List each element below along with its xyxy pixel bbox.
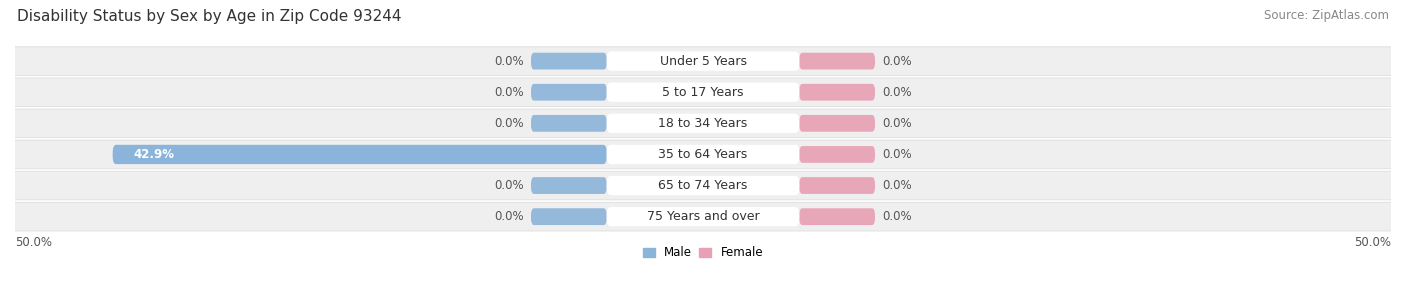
FancyBboxPatch shape xyxy=(606,83,800,102)
FancyBboxPatch shape xyxy=(112,145,606,164)
Text: 50.0%: 50.0% xyxy=(1354,236,1391,249)
Text: 0.0%: 0.0% xyxy=(882,86,911,99)
Text: 0.0%: 0.0% xyxy=(882,148,911,161)
FancyBboxPatch shape xyxy=(531,84,606,101)
Text: 0.0%: 0.0% xyxy=(495,210,524,223)
Text: 65 to 74 Years: 65 to 74 Years xyxy=(658,179,748,192)
Text: 18 to 34 Years: 18 to 34 Years xyxy=(658,117,748,130)
FancyBboxPatch shape xyxy=(800,208,875,225)
Text: 35 to 64 Years: 35 to 64 Years xyxy=(658,148,748,161)
FancyBboxPatch shape xyxy=(800,84,875,101)
Text: Under 5 Years: Under 5 Years xyxy=(659,55,747,68)
Text: Disability Status by Sex by Age in Zip Code 93244: Disability Status by Sex by Age in Zip C… xyxy=(17,9,401,24)
FancyBboxPatch shape xyxy=(606,114,800,133)
Text: 0.0%: 0.0% xyxy=(882,117,911,130)
Text: 0.0%: 0.0% xyxy=(882,179,911,192)
FancyBboxPatch shape xyxy=(606,207,800,226)
FancyBboxPatch shape xyxy=(8,78,1398,106)
Legend: Male, Female: Male, Female xyxy=(638,242,768,264)
FancyBboxPatch shape xyxy=(8,171,1398,200)
FancyBboxPatch shape xyxy=(531,53,606,70)
FancyBboxPatch shape xyxy=(800,115,875,132)
FancyBboxPatch shape xyxy=(8,47,1398,75)
Text: 5 to 17 Years: 5 to 17 Years xyxy=(662,86,744,99)
Text: 0.0%: 0.0% xyxy=(495,117,524,130)
Text: 0.0%: 0.0% xyxy=(495,86,524,99)
Text: 75 Years and over: 75 Years and over xyxy=(647,210,759,223)
FancyBboxPatch shape xyxy=(8,202,1398,231)
FancyBboxPatch shape xyxy=(531,177,606,194)
FancyBboxPatch shape xyxy=(606,52,800,71)
Text: 0.0%: 0.0% xyxy=(495,179,524,192)
FancyBboxPatch shape xyxy=(800,146,875,163)
FancyBboxPatch shape xyxy=(800,177,875,194)
FancyBboxPatch shape xyxy=(531,208,606,225)
FancyBboxPatch shape xyxy=(8,109,1398,138)
FancyBboxPatch shape xyxy=(606,145,800,164)
Text: 50.0%: 50.0% xyxy=(15,236,52,249)
FancyBboxPatch shape xyxy=(800,53,875,70)
Text: 42.9%: 42.9% xyxy=(134,148,174,161)
FancyBboxPatch shape xyxy=(606,176,800,195)
FancyBboxPatch shape xyxy=(8,140,1398,169)
Text: 0.0%: 0.0% xyxy=(882,210,911,223)
FancyBboxPatch shape xyxy=(531,115,606,132)
Text: Source: ZipAtlas.com: Source: ZipAtlas.com xyxy=(1264,9,1389,22)
Text: 0.0%: 0.0% xyxy=(882,55,911,68)
Text: 0.0%: 0.0% xyxy=(495,55,524,68)
